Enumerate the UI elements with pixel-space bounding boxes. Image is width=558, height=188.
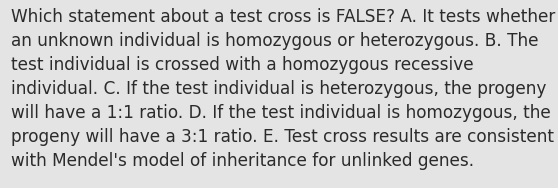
Text: Which statement about a test cross is FALSE? A. It tests whether
an unknown indi: Which statement about a test cross is FA… xyxy=(11,8,555,170)
